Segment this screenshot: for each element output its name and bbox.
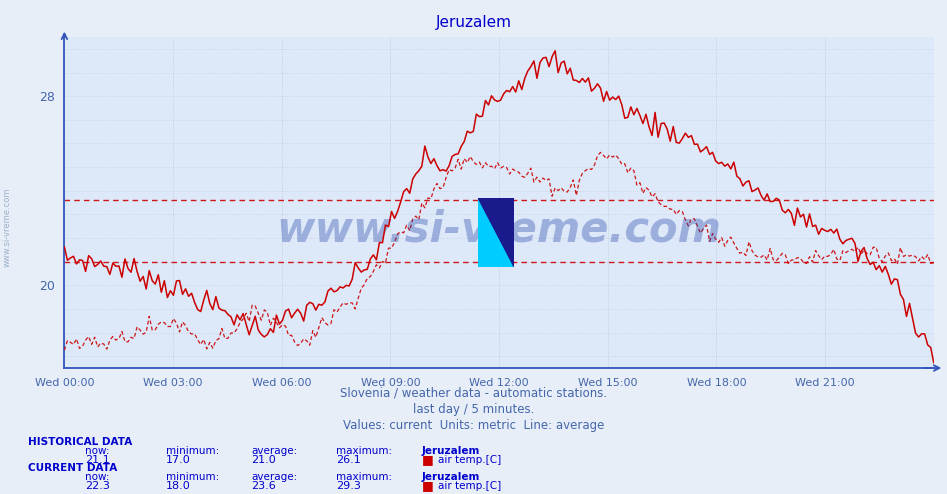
Text: air temp.[C]: air temp.[C]: [438, 455, 502, 465]
Text: minimum:: minimum:: [166, 447, 219, 456]
Text: maximum:: maximum:: [336, 472, 392, 482]
Text: 17.0: 17.0: [166, 455, 190, 465]
Text: CURRENT DATA: CURRENT DATA: [28, 463, 117, 473]
Text: ■: ■: [421, 479, 433, 492]
Text: Jeruzalem: Jeruzalem: [421, 472, 480, 482]
Text: now:: now:: [85, 472, 110, 482]
Polygon shape: [478, 198, 514, 267]
Bar: [478, 198, 496, 232]
Text: minimum:: minimum:: [166, 472, 219, 482]
Text: ■: ■: [421, 453, 433, 466]
Text: Jeruzalem: Jeruzalem: [436, 15, 511, 30]
Text: 21.1: 21.1: [85, 455, 110, 465]
Text: last day / 5 minutes.: last day / 5 minutes.: [413, 403, 534, 415]
Text: average:: average:: [251, 447, 297, 456]
Text: average:: average:: [251, 472, 297, 482]
Polygon shape: [478, 198, 514, 267]
Text: maximum:: maximum:: [336, 447, 392, 456]
Text: Slovenia / weather data - automatic stations.: Slovenia / weather data - automatic stat…: [340, 386, 607, 399]
Text: 29.3: 29.3: [336, 481, 361, 491]
Text: air temp.[C]: air temp.[C]: [438, 481, 502, 491]
Text: www.si-vreme.com: www.si-vreme.com: [277, 208, 722, 250]
Text: Values: current  Units: metric  Line: average: Values: current Units: metric Line: aver…: [343, 419, 604, 432]
Text: 22.3: 22.3: [85, 481, 110, 491]
Text: 21.0: 21.0: [251, 455, 276, 465]
Text: 18.0: 18.0: [166, 481, 190, 491]
Text: HISTORICAL DATA: HISTORICAL DATA: [28, 437, 133, 447]
Text: Jeruzalem: Jeruzalem: [421, 447, 480, 456]
Text: now:: now:: [85, 447, 110, 456]
Text: 26.1: 26.1: [336, 455, 361, 465]
Text: 23.6: 23.6: [251, 481, 276, 491]
Text: www.si-vreme.com: www.si-vreme.com: [3, 188, 12, 267]
